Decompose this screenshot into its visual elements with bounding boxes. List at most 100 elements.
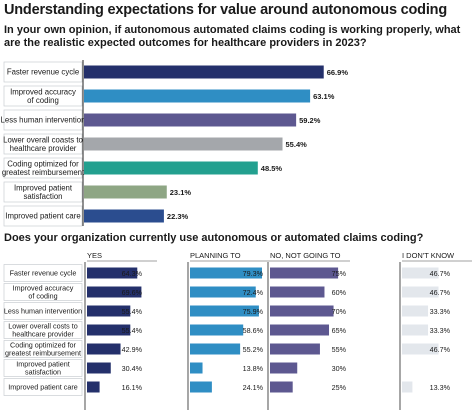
chart2-value-label: 64.3% xyxy=(122,269,143,278)
chart2-bar xyxy=(402,324,429,336)
chart1-category-label: Improved patient satisfaction xyxy=(14,183,73,201)
chart1-value-label: 23.1% xyxy=(170,188,192,197)
page-title: Understanding expectations for value aro… xyxy=(4,2,447,18)
chart2-value-label: 33.3% xyxy=(430,326,451,335)
chart2-bar xyxy=(270,381,293,393)
chart1-bar xyxy=(84,161,258,175)
chart2-value-label: 13.3% xyxy=(430,383,451,392)
chart2-value-label: 70% xyxy=(332,307,347,316)
chart2-bar xyxy=(87,343,121,355)
chart2-category-box xyxy=(3,359,83,377)
chart2-value-label: 24.1% xyxy=(243,383,264,392)
chart2-bar xyxy=(87,305,131,317)
chart2-question: Does your organization currently use aut… xyxy=(4,232,424,244)
chart1-category-label: Less human intervention xyxy=(1,116,86,125)
chart2-value-label: 58.6% xyxy=(243,326,264,335)
chart2-category-label: Less human intervention xyxy=(4,307,82,316)
chart2-bar xyxy=(190,286,256,298)
chart2-category-box xyxy=(3,302,83,320)
chart1-category-box xyxy=(3,181,83,203)
chart2-bar xyxy=(270,324,330,336)
chart1-category-label: Improved accuracy of coding xyxy=(10,87,76,105)
chart1-category-label: Improved patient care xyxy=(5,212,80,221)
chart2-bar xyxy=(87,362,111,374)
chart2-value-label: 55.4% xyxy=(122,307,143,316)
chart1-bar xyxy=(84,209,164,223)
chart2-category-box xyxy=(3,378,83,396)
chart2-bar xyxy=(87,267,138,279)
chart2-value-label: 30% xyxy=(332,364,347,373)
chart1-category-box xyxy=(3,61,83,83)
chart2-bar xyxy=(87,286,142,298)
chart2-bar xyxy=(402,343,439,355)
chart2-bar xyxy=(402,267,439,279)
chart2-category-box xyxy=(3,321,83,339)
chart2-series-header: YES xyxy=(87,251,102,260)
chart2-value-label: 55.4% xyxy=(122,326,143,335)
chart1-question: In your own opinion, if autonomous autom… xyxy=(4,24,461,49)
chart1-bar xyxy=(84,89,311,103)
chart2-value-label: 75.9% xyxy=(243,307,264,316)
chart2-value-label: 13.8% xyxy=(243,364,264,373)
chart1-value-label: 59.2% xyxy=(299,116,321,125)
chart1-bar xyxy=(84,137,283,151)
chart1-bar xyxy=(84,113,297,127)
chart2-value-label: 25% xyxy=(332,383,347,392)
chart1-value-label: 66.9% xyxy=(327,68,349,77)
chart1-bar xyxy=(84,185,167,199)
chart2-category-label: Coding optimized for greatest reimburseme… xyxy=(5,340,81,357)
chart2-value-label: 69.6% xyxy=(122,288,143,297)
chart2-bar xyxy=(190,305,259,317)
chart2-bar xyxy=(87,324,131,336)
chart2-value-label: 75% xyxy=(332,269,347,278)
chart1-bar xyxy=(84,65,324,79)
chart2-value-label: 46.7% xyxy=(430,345,451,354)
chart2-bar xyxy=(270,286,325,298)
chart2-bar xyxy=(402,286,439,298)
chart1-category-box xyxy=(3,109,83,131)
chart2-value-label: 42.9% xyxy=(122,345,143,354)
chart2-category-box xyxy=(3,264,83,282)
chart1-value-label: 55.4% xyxy=(286,140,308,149)
chart2-series-header: I DON'T KNOW xyxy=(402,251,455,260)
chart2-value-label: 46.7% xyxy=(430,269,451,278)
chart1-value-label: 63.1% xyxy=(313,92,335,101)
chart2-bar xyxy=(270,343,320,355)
chart2-category-label: Improved accuracy of coding xyxy=(13,283,74,300)
chart1-category-label: Coding optimized for greatest reimburseme… xyxy=(2,159,85,177)
chart2-series-header: NO, NOT GOING TO xyxy=(270,251,341,260)
chart2-value-label: 30.4% xyxy=(122,364,143,373)
chart2-value-label: 46.7% xyxy=(430,288,451,297)
chart2-category-box xyxy=(3,283,83,301)
chart2-value-label: 55% xyxy=(332,345,347,354)
chart2-bar xyxy=(190,343,241,355)
chart2-bar xyxy=(270,305,334,317)
chart1-value-label: 22.3% xyxy=(167,212,189,221)
chart2-value-label: 16.1% xyxy=(122,383,143,392)
chart2-category-label: Improved patient satisfaction xyxy=(16,359,70,376)
chart2-value-label: 55.2% xyxy=(243,345,264,354)
chart2-bar xyxy=(190,267,262,279)
chart2-bar xyxy=(270,267,339,279)
chart2-value-label: 33.3% xyxy=(430,307,451,316)
chart2-series-header: PLANNING TO xyxy=(190,251,241,260)
chart2-value-label: 72.4% xyxy=(243,288,264,297)
chart1-category-box xyxy=(3,205,83,227)
chart2-category-label: Improved patient care xyxy=(8,383,78,392)
chart2-category-label: Lower overall costs to healthcare provide… xyxy=(8,321,78,338)
chart2-value-label: 60% xyxy=(332,288,347,297)
chart1-category-box xyxy=(3,85,83,107)
chart2-category-box xyxy=(3,340,83,358)
chart1-category-label: Faster revenue cycle xyxy=(7,68,79,77)
chart2-bar xyxy=(190,362,203,374)
chart2-bar xyxy=(402,305,429,317)
chart2-bar xyxy=(190,324,244,336)
chart1-category-box xyxy=(3,157,83,179)
chart2-value-label: 79.3% xyxy=(243,269,264,278)
chart2-category-label: Faster revenue cycle xyxy=(10,269,77,278)
chart2-bar xyxy=(87,381,100,393)
chart2-bar xyxy=(190,381,212,393)
chart1-value-label: 48.5% xyxy=(261,164,283,173)
chart2-bar xyxy=(270,362,298,374)
